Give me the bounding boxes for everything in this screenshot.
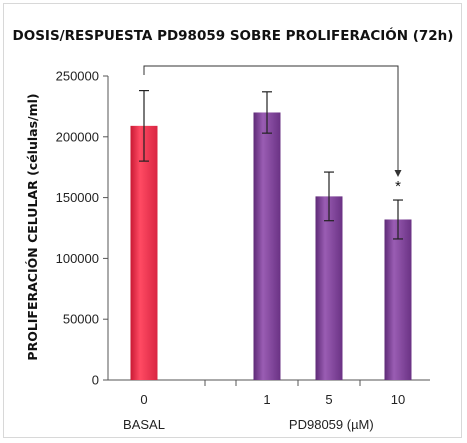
y-tick-label: 0 xyxy=(92,373,99,388)
chart-frame xyxy=(3,3,462,438)
y-axis-label: PROLIFERACIÓN CELULAR (células/ml) xyxy=(25,93,40,360)
bar-5 xyxy=(315,196,343,380)
y-tick-label: 200000 xyxy=(56,129,99,144)
bracket-line xyxy=(143,65,399,174)
y-ticks: 0 50000 100000 150000 200000 250000 xyxy=(56,69,108,388)
y-tick-label: 250000 xyxy=(56,69,99,84)
group-labels: BASAL PD98059 (µM) xyxy=(123,417,374,432)
bars xyxy=(130,112,412,380)
significance-bracket: * xyxy=(143,65,402,195)
chart-title: DOSIS/RESPUESTA PD98059 SOBRE PROLIFERAC… xyxy=(13,26,454,44)
bracket-arrowhead xyxy=(394,170,402,177)
x-tick-label: 0 xyxy=(140,392,147,407)
error-bars xyxy=(139,89,403,240)
group-label: PD98059 (µM) xyxy=(289,417,374,432)
x-tick-labels: 0 1 5 10 xyxy=(140,392,405,407)
significance-marker: * xyxy=(395,178,401,195)
bar-1 xyxy=(253,112,281,380)
x-tick-label: 10 xyxy=(391,392,405,407)
group-label: BASAL xyxy=(123,417,165,432)
bar-10 xyxy=(384,219,412,380)
y-tick-label: 50000 xyxy=(63,312,99,327)
x-tick-label: 1 xyxy=(263,392,270,407)
y-tick-label: 150000 xyxy=(56,190,99,205)
bar-0 xyxy=(130,125,158,380)
y-tick-label: 100000 xyxy=(56,251,99,266)
x-tick-label: 5 xyxy=(325,392,332,407)
